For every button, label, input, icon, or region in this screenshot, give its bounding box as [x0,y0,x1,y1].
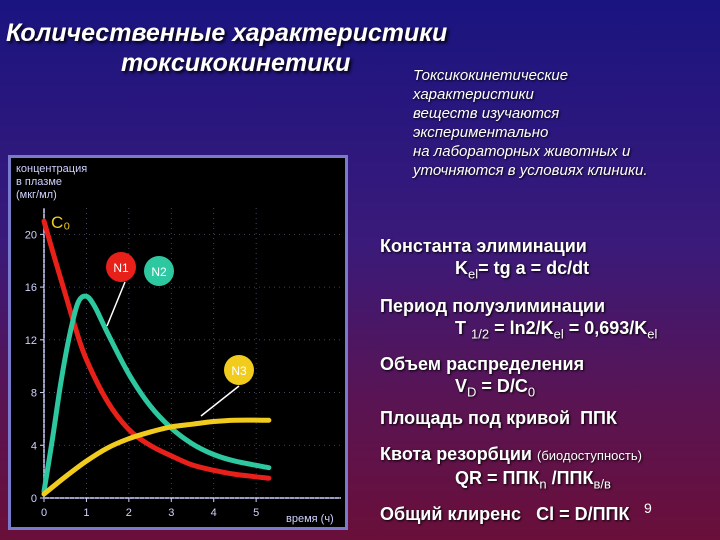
y-tick-label: 20 [25,229,37,241]
x-tick-label: 3 [168,507,174,519]
auc-label: Площадь под кривой [380,408,571,428]
kel-formula: Kel= tg a = dc/dt [455,258,589,282]
series-line-yellow [41,417,272,497]
x-tick-label: 5 [253,507,259,519]
kel-k: K [455,258,468,278]
n2-label: N2 [151,265,167,279]
half-tsub: 1/2 [471,326,490,342]
vd-formula: VD = D/C0 [455,376,535,400]
qr-label: Квота резорбции [380,444,532,464]
vd-label: Объем распределения [380,354,585,374]
note-line: Токсикокинетические [413,67,569,84]
slide-title: Количественные характеристики токсикокин… [6,18,486,78]
title-line-2: токсикокинетики [121,49,351,77]
vd-v: V [455,376,468,396]
chart-svg: концентрация в плазме (мкг/мл) время (ч)… [16,163,341,525]
series-line-teal [41,293,272,494]
n2-marker [144,256,174,286]
x-tick-label: 0 [41,507,47,519]
qr-line: Квота резорбции (биодоступность) [380,444,642,465]
page-number: 9 [644,500,652,516]
vd-rest: = D/C [476,376,528,396]
title-line-1: Количественные характеристики [6,19,448,47]
auc-abbr: ППК [580,408,617,428]
note-line: на лабораторных животных и [413,143,631,160]
n3-arrow [200,385,240,417]
qr-formula: QR = ППКn /ППКв/в [455,468,611,492]
n3-label: N3 [231,364,247,378]
c0-label: C₀ [51,213,70,232]
vd-csub: 0 [527,384,536,400]
y-axis-label-line: концентрация [16,163,87,175]
y-tick-label: 16 [25,282,37,294]
cl-formula: Cl = D/ППК [536,504,630,524]
x-tick-label: 1 [83,507,89,519]
y-axis-label-line: (мкг/мл) [16,189,57,201]
y-tick-label: 12 [25,335,37,347]
qr-f2sub: в/в [593,476,611,492]
pharmacokinetic-chart: концентрация в плазме (мкг/мл) время (ч)… [8,155,348,530]
vd-vsub: D [467,384,477,400]
x-tick-label: 2 [126,507,132,519]
half-t: T [455,318,471,338]
half-mid: = ln2/K [489,318,554,338]
qr-f1sub: n [539,476,547,492]
qr-f1: QR = ППК [455,468,540,488]
cl-line: Общий клиренс Cl = D/ППК [380,504,629,525]
kel-label: Константа элиминации [380,236,587,256]
half-label: Период полуэлиминации [380,296,606,316]
y-tick-label: 4 [31,440,37,452]
note-line: веществ изучаются [413,105,560,122]
series-line-red [41,218,272,481]
half-rest: = 0,693/K [563,318,648,338]
kel-sub: el [468,266,479,282]
note-line: экспериментально [413,124,549,141]
n1-arrow [106,281,126,327]
qr-f2: /ППК [546,468,594,488]
kel-rest: = tg a = dc/dt [478,258,590,278]
half-formula: T 1/2 = ln2/Kel = 0,693/Kel [455,318,657,342]
note-line: характеристики [413,86,534,103]
note-line: уточняются в условиях клиники. [413,162,648,179]
half-sub2: el [647,326,658,342]
x-tick-label: 4 [211,507,217,519]
y-tick-label: 8 [31,388,37,400]
qr-paren: (биодоступность) [537,448,642,463]
intro-note: Токсикокинетические характеристики вещес… [413,66,713,180]
y-axis-label-line: в плазме [16,176,62,188]
n1-marker [106,252,136,282]
x-axis-label: время (ч) [286,513,334,525]
n3-marker [224,355,254,385]
n1-label: N1 [113,261,129,275]
half-sub: el [553,326,564,342]
cl-label: Общий клиренс [380,504,522,524]
auc-line: Площадь под кривой ППК [380,408,617,429]
y-tick-label: 0 [31,493,37,505]
